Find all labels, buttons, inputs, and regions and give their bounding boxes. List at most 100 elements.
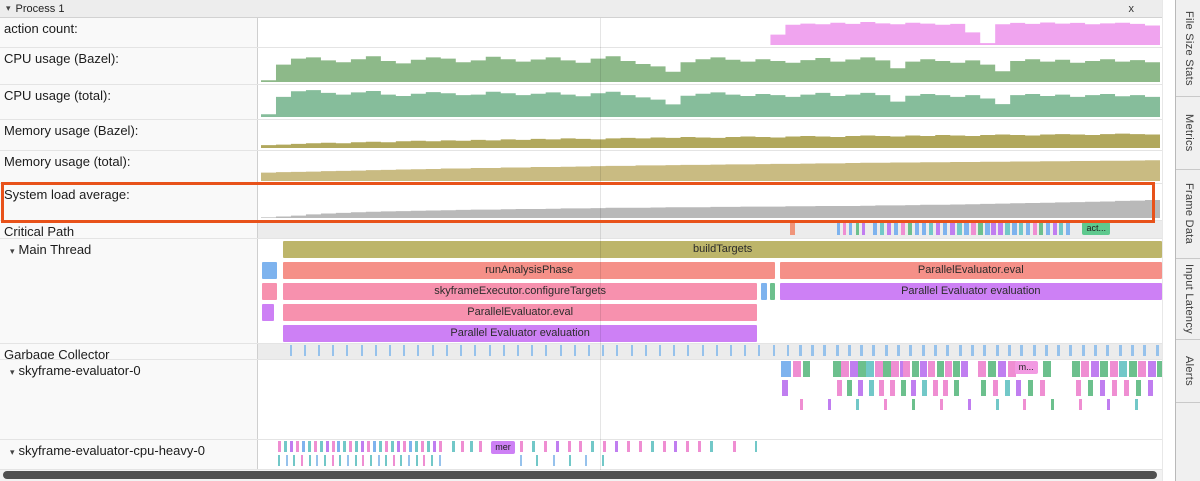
track-label-cell[interactable]: CPU usage (Bazel):	[0, 48, 258, 84]
trace-event-block[interactable]	[343, 441, 347, 452]
trace-event-block[interactable]	[828, 399, 832, 410]
trace-event-block[interactable]	[1069, 345, 1073, 356]
track-label-cell[interactable]: ▾ Main Thread	[0, 239, 258, 343]
trace-event-block[interactable]	[932, 380, 938, 396]
trace-event-block[interactable]	[543, 441, 547, 452]
trace-event-block[interactable]	[961, 361, 969, 377]
trace-event-block[interactable]	[911, 399, 915, 410]
trace-event-block[interactable]	[909, 345, 913, 356]
trace-event-block[interactable]	[638, 441, 642, 452]
trace-event-block[interactable]	[474, 345, 477, 356]
trace-event-block[interactable]	[958, 345, 962, 356]
trace-event-block[interactable]	[934, 345, 938, 356]
trace-event-block[interactable]	[423, 455, 426, 466]
trace-event-block[interactable]	[313, 441, 317, 452]
trace-event-block[interactable]	[1039, 222, 1044, 235]
trace-event-block[interactable]	[1147, 361, 1156, 377]
trace-event-block[interactable]	[1025, 222, 1030, 235]
trace-event-block[interactable]	[379, 441, 383, 452]
trace-event-block[interactable]	[389, 345, 392, 356]
trace-event-block[interactable]	[995, 345, 999, 356]
trace-event-block[interactable]	[461, 441, 465, 452]
trace-event-block[interactable]	[644, 345, 647, 356]
collapse-thread-icon[interactable]: ▾	[10, 447, 15, 457]
trace-event-block[interactable]	[715, 345, 718, 356]
trace-event-block[interactable]	[1019, 222, 1024, 235]
trace-event-block[interactable]	[277, 441, 281, 452]
trace-event-block[interactable]	[293, 455, 296, 466]
trace-event-block[interactable]	[332, 345, 335, 356]
trace-event-block[interactable]	[1155, 345, 1159, 356]
timeline-span-parallel-evaluator-evaluation[interactable]: Parallel Evaluator evaluation	[283, 325, 757, 342]
timeline-block[interactable]	[769, 283, 776, 300]
trace-event-block[interactable]	[710, 441, 713, 452]
trace-event-block[interactable]	[658, 345, 661, 356]
tab-file-size-stats[interactable]: File Size Stats	[1176, 0, 1200, 97]
trace-event-block[interactable]	[858, 361, 867, 377]
trace-event-block[interactable]	[438, 441, 442, 452]
trace-event-block[interactable]	[957, 222, 963, 235]
event-badge[interactable]: mer	[491, 441, 515, 454]
trace-event-block[interactable]	[995, 399, 999, 410]
trace-event-block[interactable]	[573, 345, 576, 356]
timeline-block[interactable]	[261, 262, 277, 279]
trace-event-block[interactable]	[847, 345, 851, 356]
collapse-thread-icon[interactable]: ▾	[10, 246, 15, 256]
trace-event-block[interactable]	[626, 441, 630, 452]
trace-event-block[interactable]	[1059, 222, 1064, 235]
trace-event-block[interactable]	[872, 345, 876, 356]
timeline-block[interactable]	[261, 304, 275, 321]
trace-event-block[interactable]	[998, 361, 1007, 377]
trace-event-block[interactable]	[943, 222, 948, 235]
trace-event-block[interactable]	[1148, 380, 1154, 396]
trace-event-block[interactable]	[810, 345, 814, 356]
event-badge[interactable]: m...	[1014, 361, 1038, 374]
trace-event-block[interactable]	[911, 361, 919, 377]
trace-event-block[interactable]	[1039, 380, 1045, 396]
memory-bazel-chart[interactable]	[258, 120, 1162, 150]
trace-event-block[interactable]	[1143, 345, 1147, 356]
trace-event-block[interactable]	[967, 399, 971, 410]
trace-event-block[interactable]	[1124, 380, 1130, 396]
trace-event-block[interactable]	[842, 222, 846, 235]
trace-event-block[interactable]	[861, 222, 865, 235]
collapse-process-icon[interactable]: ▾	[6, 3, 11, 13]
trace-event-block[interactable]	[744, 345, 747, 356]
trace-event-block[interactable]	[1004, 380, 1010, 396]
trace-event-block[interactable]	[1057, 345, 1061, 356]
trace-event-block[interactable]	[686, 441, 690, 452]
trace-event-block[interactable]	[860, 345, 864, 356]
trace-event-block[interactable]	[1106, 345, 1110, 356]
cpu-total-chart[interactable]	[258, 85, 1162, 119]
trace-event-block[interactable]	[798, 345, 802, 356]
trace-event-block[interactable]	[897, 345, 901, 356]
track-label-cell[interactable]: ▾ skyframe-evaluator-0	[0, 360, 258, 439]
trace-event-block[interactable]	[1081, 361, 1090, 377]
trace-event-block[interactable]	[479, 441, 483, 452]
trace-event-block[interactable]	[585, 455, 588, 466]
tab-metrics[interactable]: Metrics	[1176, 97, 1200, 170]
timeline-span-parallelevaluator-eval[interactable]: ParallelEvaluator.eval	[779, 262, 1162, 279]
trace-event-block[interactable]	[900, 222, 905, 235]
trace-event-block[interactable]	[555, 441, 559, 452]
trace-event-block[interactable]	[1138, 361, 1147, 377]
trace-event-block[interactable]	[950, 222, 956, 235]
trace-event-block[interactable]	[879, 222, 884, 235]
trace-event-block[interactable]	[1131, 345, 1135, 356]
trace-event-block[interactable]	[445, 345, 448, 356]
trace-event-block[interactable]	[373, 441, 377, 452]
trace-event-block[interactable]	[415, 455, 418, 466]
close-icon[interactable]: x	[1128, 2, 1135, 15]
trace-event-block[interactable]	[567, 441, 571, 452]
trace-event-block[interactable]	[755, 441, 758, 452]
trace-event-block[interactable]	[601, 455, 604, 466]
timeline-span-runanalysisphase[interactable]: runAnalysisPhase	[283, 262, 776, 279]
trace-event-block[interactable]	[872, 222, 877, 235]
trace-event-block[interactable]	[295, 441, 299, 452]
trace-event-block[interactable]	[392, 455, 395, 466]
track-label-cell[interactable]: CPU usage (total):	[0, 85, 258, 119]
trace-event-block[interactable]	[408, 455, 411, 466]
trace-event-block[interactable]	[889, 380, 895, 396]
trace-event-block[interactable]	[615, 441, 619, 452]
trace-event-block[interactable]	[1020, 345, 1024, 356]
